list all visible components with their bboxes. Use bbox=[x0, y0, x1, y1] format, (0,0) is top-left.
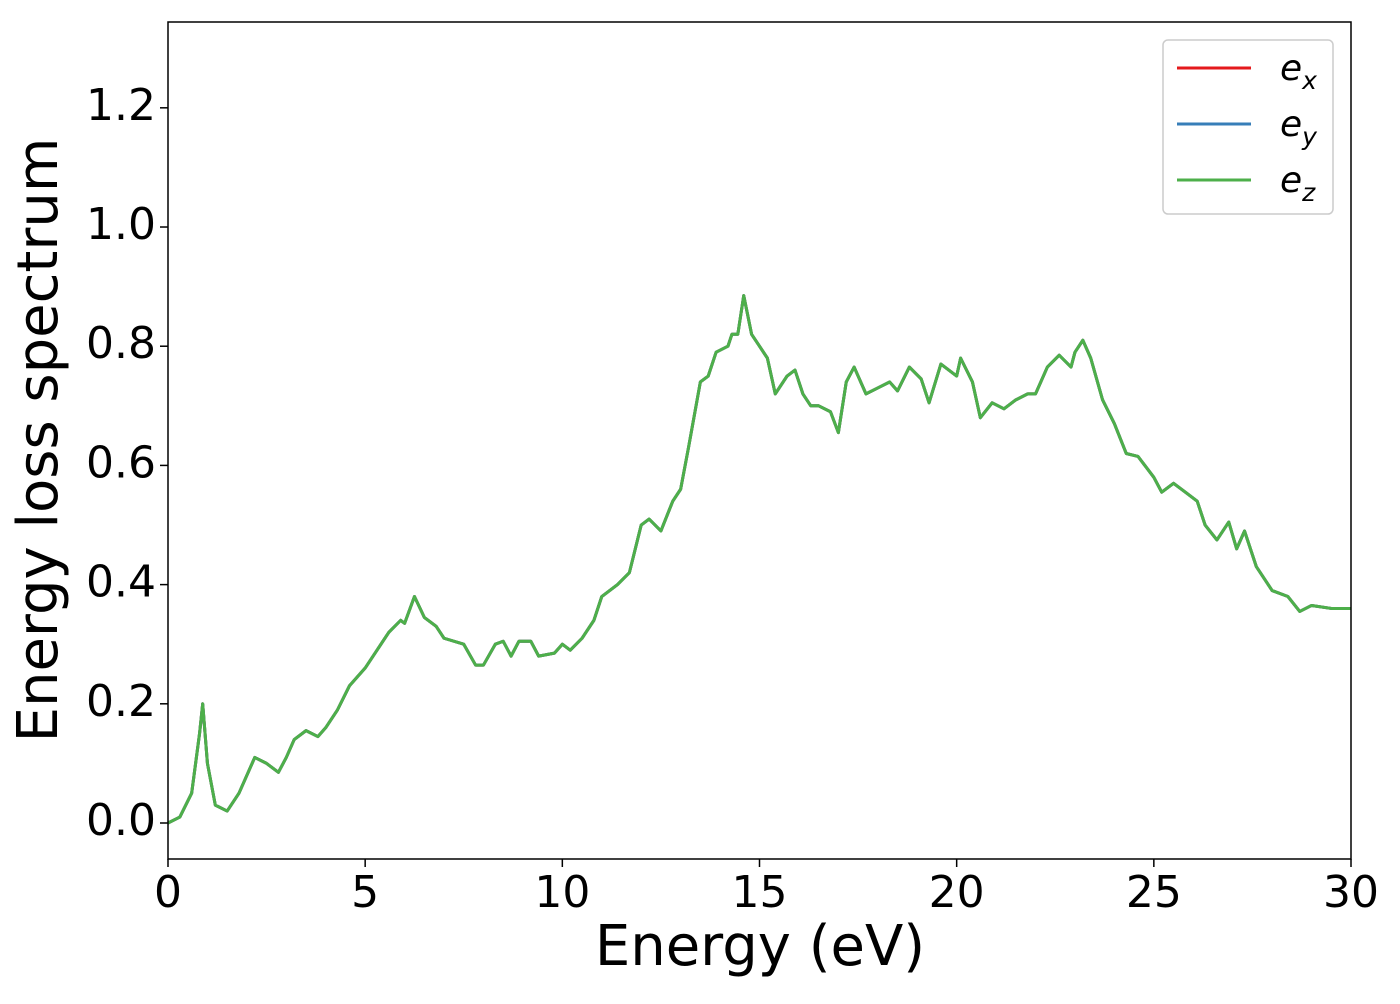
series-line bbox=[167, 294, 1351, 825]
y-tick-label: 1.0 bbox=[86, 199, 156, 250]
x-tick-label: 25 bbox=[1126, 867, 1182, 918]
x-axis-label: Energy (eV) bbox=[595, 914, 925, 979]
y-tick-label: 1.2 bbox=[86, 80, 156, 131]
x-tick-label: 0 bbox=[154, 867, 182, 918]
x-tick-label: 5 bbox=[351, 867, 379, 918]
y-axis-label: Energy loss spectrum bbox=[6, 138, 71, 743]
legend-label: ez bbox=[1280, 160, 1316, 207]
x-tick-label: 20 bbox=[929, 867, 985, 918]
series-line bbox=[167, 294, 1351, 825]
y-tick-label: 0.2 bbox=[86, 676, 156, 727]
legend-label: ey bbox=[1280, 104, 1318, 151]
x-tick-label: 30 bbox=[1323, 867, 1379, 918]
y-tick-label: 0.6 bbox=[86, 437, 156, 488]
x-tick-label: 10 bbox=[534, 867, 590, 918]
y-tick-label: 0.8 bbox=[86, 318, 156, 369]
y-tick-label: 0.0 bbox=[86, 795, 156, 846]
y-tick-label: 0.4 bbox=[86, 557, 156, 608]
x-tick-label: 15 bbox=[732, 867, 788, 918]
series-line bbox=[167, 294, 1351, 825]
legend-label: ex bbox=[1280, 48, 1317, 95]
legend-box bbox=[1162, 39, 1334, 215]
plot-frame bbox=[167, 21, 1352, 860]
